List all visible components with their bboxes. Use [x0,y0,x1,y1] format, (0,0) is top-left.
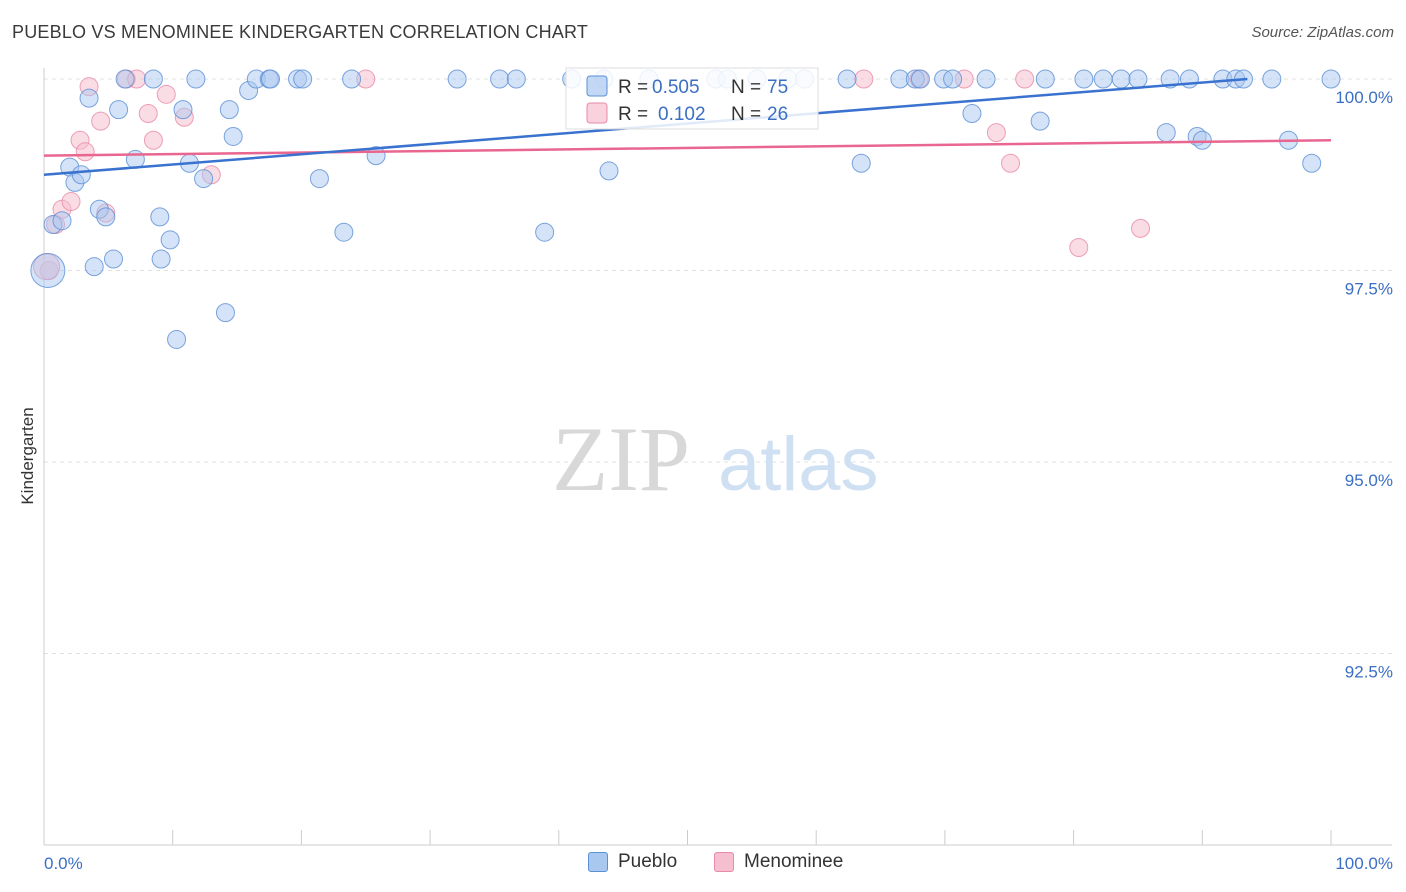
pueblo-point [837,69,857,89]
pueblo-point [173,100,193,120]
y-tick-label: 95.0% [1345,471,1393,490]
pueblo-point [943,69,963,89]
menominee-trend-line [43,139,1332,157]
menominee-swatch [714,852,734,872]
chart-title: PUEBLO VS MENOMINEE KINDERGARTEN CORRELA… [12,22,589,42]
pueblo-point [1302,153,1322,173]
watermark-zip: ZIP [552,408,690,510]
x-tick-label-min: 0.0% [44,854,83,873]
pueblo-point [976,69,996,89]
legend-box: R = 0.505 N = 75 R = 0.102 N = 26 [565,67,819,130]
pueblo-point [293,69,313,89]
pueblo-point [186,69,206,89]
legend-menominee-n-value: 26 [767,104,788,125]
y-tick-label: 97.5% [1345,280,1393,299]
pueblo-point [219,100,239,120]
grid-layer [44,78,1392,654]
pueblo-point [150,207,170,227]
pueblo-point [334,222,354,242]
pueblo-point [535,222,555,242]
y-axis-tick-labels: 100.0% 97.5% 95.0% 92.5% [1335,88,1393,682]
legend-item-menominee[interactable]: Menominee [714,851,843,873]
pueblo-point [910,69,930,89]
legend-pueblo-n-value: 75 [767,77,788,98]
pueblo-point [30,253,66,288]
pueblo-point [79,88,99,108]
pueblo-point [962,103,982,123]
menominee-point [986,123,1006,143]
y-axis-label: Kindergarten [18,407,37,504]
legend-pueblo-label: Pueblo [618,851,678,872]
pueblo-point [96,207,116,227]
menominee-point [143,130,163,150]
menominee-point [1001,153,1021,173]
menominee-point [61,192,81,212]
legend-menominee-r-value: 0.102 [658,104,706,125]
x-axis-tick-marks [43,830,1332,845]
pueblo-point [342,69,362,89]
pueblo-point [1192,130,1212,150]
menominee-point [156,84,176,104]
pueblo-point [109,100,129,120]
pueblo-point [115,69,135,89]
pueblo-point [1074,69,1094,89]
pueblo-point [1030,111,1050,131]
legend-pueblo-n-label: N = [731,77,761,98]
legend-item-pueblo[interactable]: Pueblo [588,851,677,873]
menominee-point [91,111,111,131]
pueblo-point [71,165,91,185]
watermark-atlas: atlas [718,422,879,507]
source-credit: Source: ZipAtlas.com [1251,24,1394,41]
pueblo-point [309,169,329,189]
legend-menominee-r-label: R = [618,104,648,125]
pueblo-point [194,169,214,189]
pueblo-point [151,249,171,269]
x-tick-label-max: 100.0% [1335,854,1393,873]
pueblo-point [1160,69,1180,89]
pueblo-point [261,69,281,89]
menominee-point [1069,238,1089,258]
pueblo-point [167,329,187,349]
legend-menominee-swatch [586,102,608,124]
pueblo-point [84,257,104,277]
y-tick-label: 92.5% [1345,663,1393,682]
pueblo-point [506,69,526,89]
menominee-point [854,69,874,89]
pueblo-point [851,153,871,173]
pueblo-point [1111,69,1131,89]
pueblo-point [1156,123,1176,143]
pueblo-point [52,211,72,231]
menominee-point [1015,69,1035,89]
y-tick-label: 100.0% [1335,88,1393,107]
legend-pueblo-r-label: R = [618,77,648,98]
pueblo-point [160,230,180,250]
pueblo-point [599,161,619,181]
pueblo-point [447,69,467,89]
menominee-point [138,103,158,123]
legend-menominee-label: Menominee [744,851,844,872]
legend-pueblo-swatch [586,75,608,97]
pueblo-point [1128,69,1148,89]
menominee-point [1131,218,1151,238]
legend-menominee-n-label: N = [731,104,761,125]
pueblo-point [1262,69,1282,89]
pueblo-point [490,69,510,89]
pueblo-point [1321,69,1341,89]
pueblo-point [1035,69,1055,89]
pueblo-point [223,126,243,146]
pueblo-point [215,303,235,323]
legend-background [565,67,819,130]
pueblo-point [1093,69,1113,89]
menominee-point [75,142,95,162]
pueblo-swatch [588,852,608,872]
pueblo-point [103,249,123,269]
bottom-legend: Pueblo Menominee [0,851,1406,877]
legend-pueblo-r-value: 0.505 [652,77,700,98]
pueblo-point [143,69,163,89]
